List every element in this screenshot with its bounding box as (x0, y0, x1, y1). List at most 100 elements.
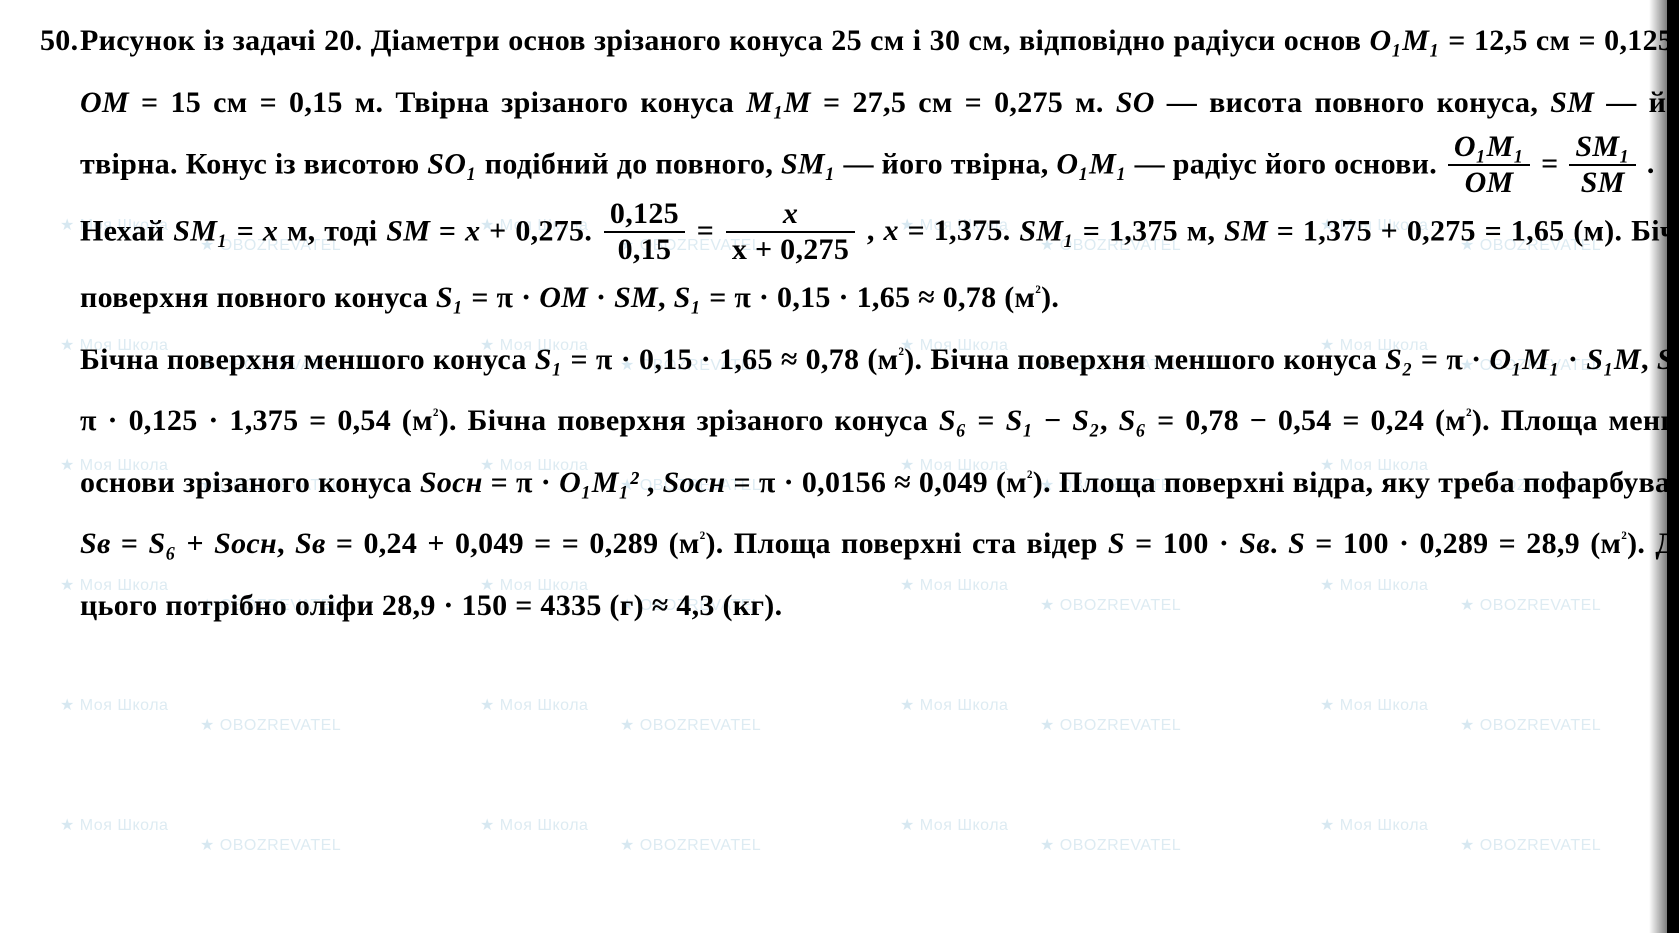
text-run: + (176, 527, 214, 560)
fraction-o1m1-om: O₁M₁ OM (1448, 131, 1530, 198)
fraction-denominator: 0,15 (604, 233, 685, 266)
text-run: = (430, 214, 465, 247)
sym-so1: SO₁ (427, 147, 477, 180)
sym-s2: S₂ (1385, 343, 1413, 376)
text-run: = 1,375 м, (1074, 214, 1224, 247)
text-run: = 27,5 см = 0,275 м. (811, 86, 1116, 119)
watermark-b: OBOZREVATEL (1040, 835, 1181, 855)
sym-sm1: SM₁ (173, 214, 228, 247)
solution-body: 50.Рисунок із задачі 20. Діаметри основ … (0, 0, 1679, 636)
text-run: = 1,375. (908, 214, 1011, 247)
text-run: ). Площа (1472, 404, 1598, 437)
sym-so: SO (1116, 86, 1155, 119)
text-run: , (658, 281, 674, 314)
text-run: = 100 · 0,289 = 28,9 (м (1305, 527, 1621, 560)
sym-sosn: Sосн (420, 466, 483, 499)
text-run: + 0,275. (480, 214, 601, 247)
text-run: = π · (1413, 343, 1490, 376)
watermark-b: OBOZREVATEL (200, 835, 341, 855)
text-run: — висота повного конуса, (1155, 86, 1551, 119)
text-run: ). Бічна поверхня (904, 343, 1146, 376)
watermark-a: Моя Школа (900, 695, 1008, 715)
sym-s2: S₂ (1072, 404, 1100, 437)
sym-sm: SM (1224, 214, 1268, 247)
sym-s1: S₁ (436, 281, 464, 314)
sym-s1m: S₁M (1586, 343, 1641, 376)
text-run: ). Площа поверхні ста відер (706, 527, 1108, 560)
text-run: = (1541, 147, 1566, 180)
sym-sm: SM (386, 214, 430, 247)
sym-sm: SM (1550, 86, 1594, 119)
fraction-denominator: SM (1569, 166, 1636, 199)
sym-s6: S₆ (149, 527, 177, 560)
watermark-a: Моя Школа (900, 815, 1008, 835)
sym-sv: Sв (80, 527, 111, 560)
text-run: = 0,78 − 0,54 = 0,24 (м (1146, 404, 1466, 437)
text-run: = (111, 527, 149, 560)
sym-sm: SM (614, 281, 658, 314)
text-run: ). Бічна (439, 404, 547, 437)
watermark-a: Моя Школа (60, 815, 168, 835)
text-run: = π · (483, 466, 559, 499)
text-run: = (697, 214, 723, 247)
sym-x: x (884, 214, 899, 247)
text-run: = π · 0,15 · 1,65 ≈ 0,78 (м (701, 281, 1035, 314)
watermark-b: OBOZREVATEL (620, 835, 761, 855)
fraction-numerator: x (726, 198, 855, 233)
sym-s6: S₆ (939, 404, 967, 437)
text-run: = 0,24 + 0,049 = (326, 527, 552, 560)
text-run: — його твірна, (836, 147, 1049, 180)
watermark-b: OBOZREVATEL (1460, 835, 1601, 855)
sym-x: x (263, 214, 278, 247)
text-run: · (588, 281, 614, 314)
sym-sm1: SM₁ (1019, 214, 1074, 247)
text-run: = 0,289 (м (562, 527, 700, 560)
fraction-x-xplus: x x + 0,275 (726, 198, 855, 265)
text-run: = π · 0,0156 ≈ 0,049 (м (725, 466, 1026, 499)
text-run: твірна. Конус із висотою (80, 147, 427, 180)
sym-o1m1: O₁M₁ (1370, 24, 1440, 57)
fraction-0125-015: 0,125 0,15 (604, 198, 685, 265)
sym-sm1: SM₁ (781, 147, 836, 180)
sym-s: S (1108, 527, 1125, 560)
text-run: конуса (640, 86, 746, 119)
sym-sosn: Sосн (214, 527, 277, 560)
watermark-a: Моя Школа (1320, 815, 1428, 835)
text-run: Площа поверхні відра, яку треба пофарбув… (1059, 466, 1679, 499)
fraction-numerator: O₁M₁ (1448, 131, 1530, 166)
sym-om: OM (80, 86, 129, 119)
sym-s1: S₁ (535, 343, 563, 376)
text-run: , (1100, 404, 1119, 437)
sym-s1: S₁ (1006, 404, 1034, 437)
text-run: = 12,5 см = 0,125 м, (1440, 24, 1679, 57)
sym-s6: S₆ (1119, 404, 1147, 437)
text-run: , (867, 214, 884, 247)
fraction-numerator: SM₁ (1569, 131, 1636, 166)
text-run: = 15 см = 0,15 м. Твірна зрізаного (129, 86, 628, 119)
fraction-denominator: x + 0,275 (726, 233, 855, 266)
text-run: подібний до повного, (477, 147, 781, 180)
text-run: Рисунок із задачі 20. Діаметри основ зрі… (80, 24, 1165, 57)
text-run: , (277, 527, 295, 560)
text-run: = π · 0,15 · 1,65 ≈ 0,78 (м (562, 343, 898, 376)
text-run: . (1270, 527, 1288, 560)
watermark-a: Моя Школа (1320, 695, 1428, 715)
text-run: = (228, 214, 263, 247)
text-run: Бічна поверхня меншого конуса (80, 343, 535, 376)
text-run: = 100 · (1125, 527, 1239, 560)
text-run: м, тоді (278, 214, 386, 247)
text-run: ). (1627, 527, 1645, 560)
sym-om: OM (539, 281, 588, 314)
text-run: = π · (464, 281, 540, 314)
problem-number: 50. (40, 10, 80, 72)
sym-sv: Sв (295, 527, 326, 560)
sym-o1m1-sq: O₁M₁² (559, 466, 639, 499)
watermark-a: Моя Школа (480, 815, 588, 835)
watermark-b: OBOZREVATEL (620, 715, 761, 735)
text-run: , (639, 466, 663, 499)
sym-s: S (1288, 527, 1305, 560)
watermark-a: Моя Школа (480, 695, 588, 715)
text-run: меншого конуса (1154, 343, 1385, 376)
sym-sosn: Sосн (663, 466, 726, 499)
text-run: — радіус його основи. (1127, 147, 1445, 180)
